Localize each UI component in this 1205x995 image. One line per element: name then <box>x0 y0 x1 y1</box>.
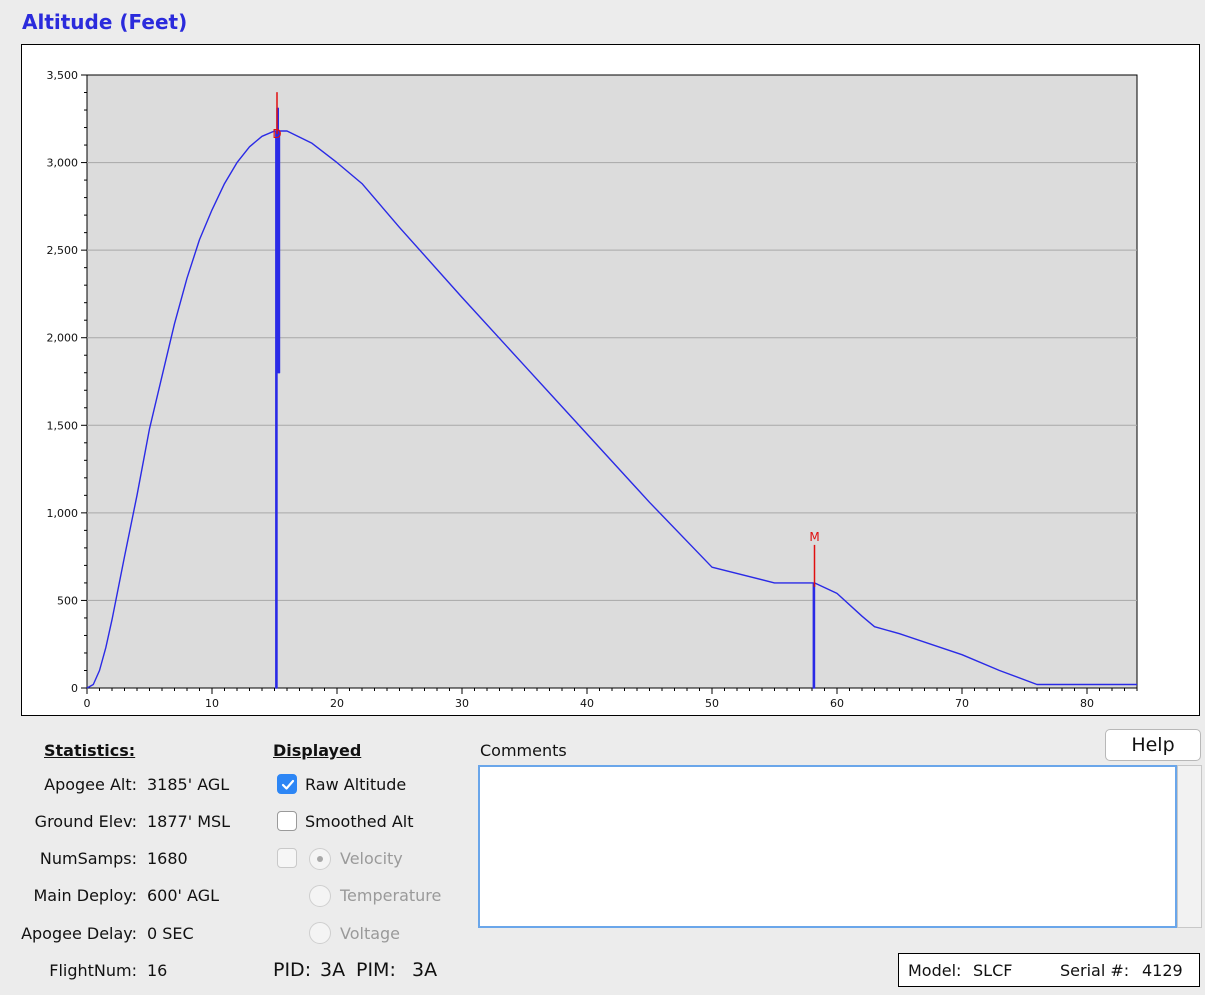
pid-label: PID: <box>273 959 312 981</box>
y-tick-label: 2,500 <box>47 244 79 257</box>
temperature-label: Temperature <box>340 886 442 905</box>
stat-value-flight-num: 16 <box>147 961 168 980</box>
statistics-heading: Statistics: <box>44 741 136 760</box>
smoothed-alt-checkbox[interactable] <box>277 811 297 831</box>
series-group <box>86 107 1137 689</box>
x-tick-label: 10 <box>205 697 219 710</box>
velocity-radio[interactable] <box>309 848 331 870</box>
stat-value-ground-elev: 1877' MSL <box>147 812 231 831</box>
serial-value: 4129 <box>1142 961 1183 980</box>
raw-altitude-label: Raw Altitude <box>305 775 407 794</box>
stat-value-apogee-delay: 0 SEC <box>147 924 194 943</box>
stat-value-apogee-alt: 3185' AGL <box>147 775 230 794</box>
stat-label-apogee-delay: Apogee Delay: <box>21 924 137 943</box>
x-tick-label: 0 <box>84 697 91 710</box>
smoothed-alt-label: Smoothed Alt <box>305 812 414 831</box>
x-tick-label: 70 <box>955 697 969 710</box>
derived-series-checkbox[interactable] <box>277 848 297 868</box>
serial-label: Serial #: <box>1060 961 1130 980</box>
y-tick-label: 500 <box>57 594 78 607</box>
y-tick-label: 3,000 <box>47 157 79 170</box>
stat-label-num-samps: NumSamps: <box>39 849 137 868</box>
x-tick-label: 80 <box>1080 697 1094 710</box>
comments-scrollbar[interactable] <box>1177 765 1202 928</box>
y-tick-label: 3,500 <box>47 69 79 82</box>
stat-label-main-deploy: Main Deploy: <box>33 886 137 905</box>
device-info-box <box>898 953 1200 987</box>
checkmark-icon <box>281 779 295 790</box>
velocity-label: Velocity <box>340 849 403 868</box>
grid-lines <box>87 162 1137 601</box>
comments-textarea[interactable] <box>478 765 1177 928</box>
altitude-chart: 0 500 1,000 1,500 2,000 2,500 3,000 3,500 0 10 20 3… <box>47 69 1138 710</box>
y-tick-label: 1,000 <box>47 507 79 520</box>
stat-value-main-deploy: 600' AGL <box>147 886 219 905</box>
voltage-radio[interactable] <box>309 922 331 944</box>
event-marker-label: M <box>809 530 819 544</box>
raw-altitude-checkbox[interactable] <box>277 774 297 794</box>
chart-title: Altitude (Feet) <box>22 10 188 34</box>
model-label: Model: <box>908 961 962 980</box>
axis-ticks: 0 500 1,000 1,500 2,000 2,500 3,000 3,500 0 10 20 3… <box>47 69 1138 710</box>
x-tick-label: 50 <box>705 697 719 710</box>
y-tick-label: 2,000 <box>47 332 79 345</box>
x-tick-label: 60 <box>830 697 844 710</box>
stat-label-flight-num: FlightNum: <box>49 961 137 980</box>
pid-value: 3A <box>320 959 346 981</box>
y-tick-label: 0 <box>71 682 78 695</box>
stat-label-ground-elev: Ground Elev: <box>34 812 137 831</box>
pim-label: PIM: <box>356 959 396 981</box>
altitude-series-line <box>86 107 1137 689</box>
event-markers: DM <box>272 92 820 587</box>
temperature-radio[interactable] <box>309 885 331 907</box>
voltage-label: Voltage <box>340 924 401 943</box>
stat-label-apogee-alt: Apogee Alt: <box>44 775 137 794</box>
stat-value-num-samps: 1680 <box>147 849 188 868</box>
comments-label: Comments <box>480 741 567 760</box>
y-tick-label: 1,500 <box>47 419 79 432</box>
plot-area <box>86 74 1138 689</box>
x-tick-label: 20 <box>330 697 344 710</box>
displayed-heading: Displayed <box>273 741 362 760</box>
model-value: SLCF <box>973 961 1013 980</box>
help-button[interactable]: Help <box>1105 729 1201 761</box>
event-marker-label: D <box>272 127 281 141</box>
x-tick-label: 40 <box>580 697 594 710</box>
radio-selected-dot <box>317 856 323 862</box>
pim-value: 3A <box>412 959 438 981</box>
x-tick-label: 30 <box>455 697 469 710</box>
